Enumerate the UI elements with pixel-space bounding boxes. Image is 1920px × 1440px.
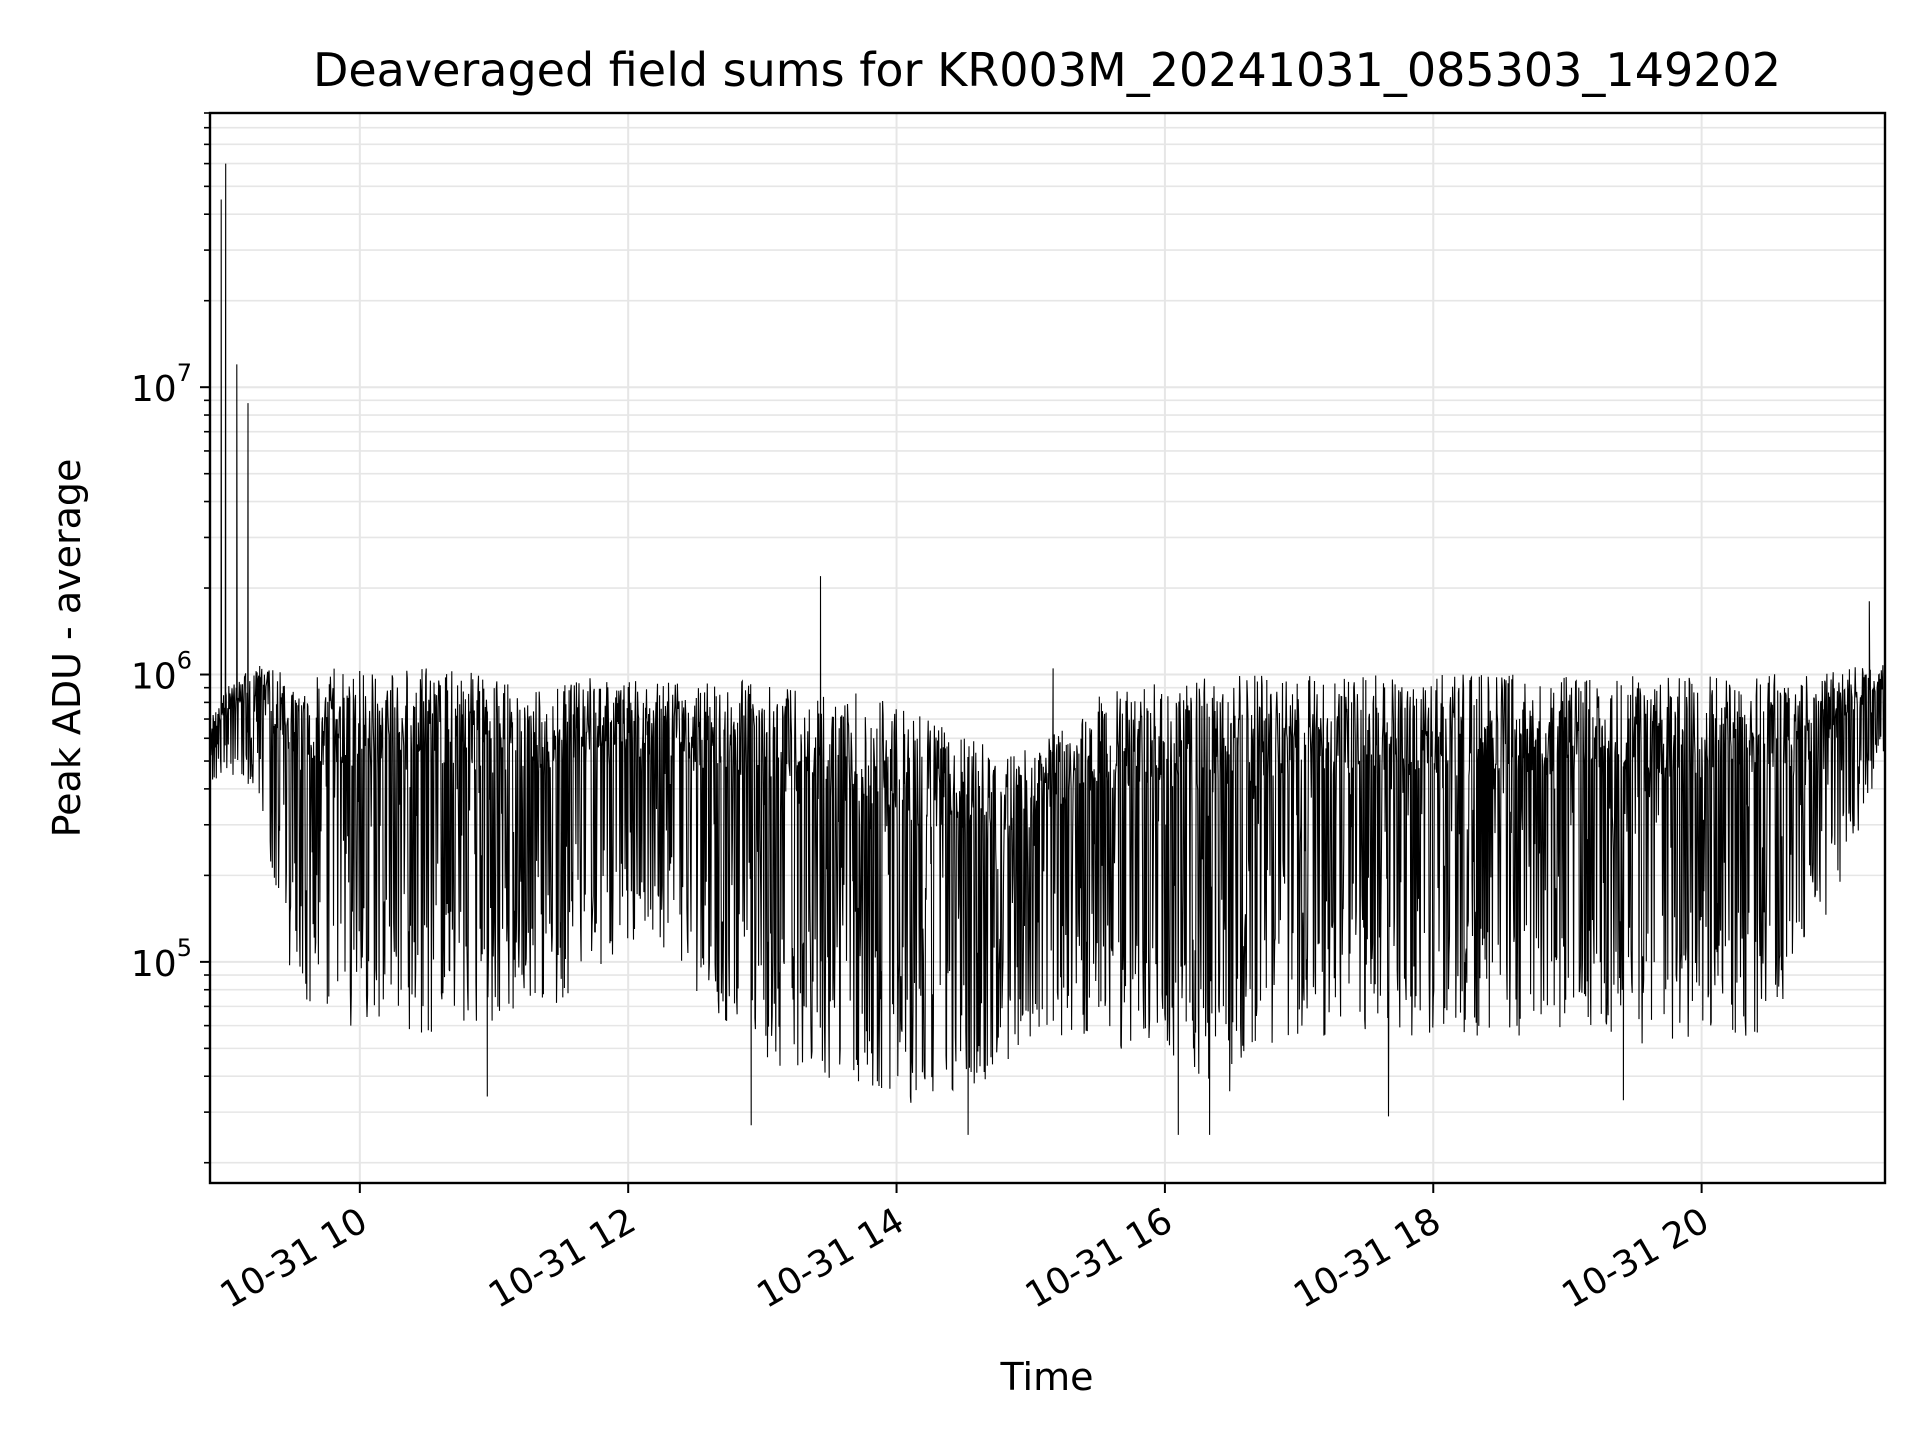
y-tick-label: 107 bbox=[131, 359, 192, 410]
y-tick-label: 106 bbox=[131, 647, 192, 698]
y-axis-label: Peak ADU - average bbox=[45, 459, 89, 838]
y-tick-label: 105 bbox=[131, 934, 192, 985]
chart-title: Deaveraged field sums for KR003M_2024103… bbox=[313, 43, 1781, 97]
series-line bbox=[209, 163, 1886, 1135]
y-ticks: 105 106 107 bbox=[131, 112, 210, 1164]
plot-frame bbox=[208, 111, 1887, 1185]
x-axis-label: Time bbox=[1000, 1355, 1094, 1399]
series-layer bbox=[209, 163, 1886, 1135]
